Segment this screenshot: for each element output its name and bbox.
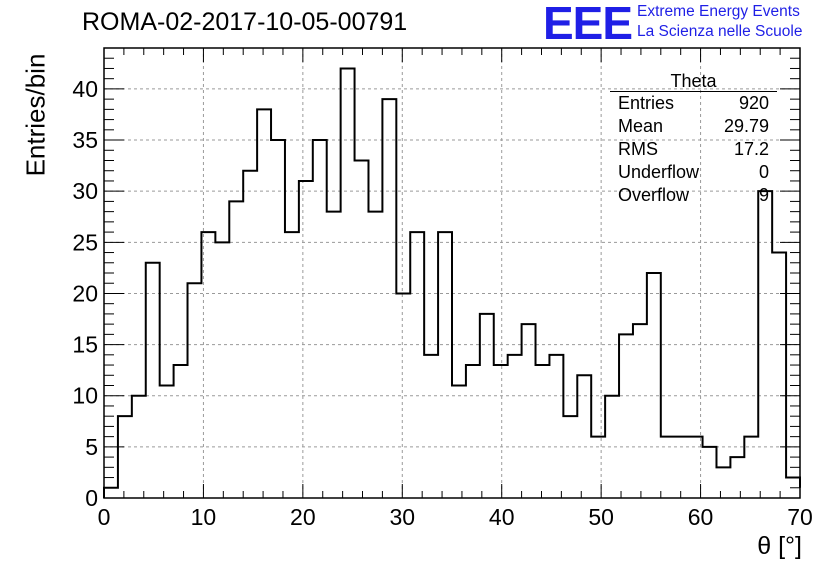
histogram-line [103,67,801,498]
x-tick-label: 50 [588,504,614,530]
stats-value: 29.79 [723,116,769,136]
y-tick-label: 10 [72,383,98,409]
stats-label: Entries [618,93,675,113]
histogram-bin [605,396,619,498]
x-tick-label: 70 [787,504,813,530]
histogram-bin [536,365,550,498]
tick-labels: 0 10 20 30 40 50 60 70 0 5 10 15 20 25 30 35 40 [72,76,812,530]
stats-row: RMS 17.2 [610,138,777,161]
stats-row: Overflow 9 [610,184,777,207]
stats-value: 920 [738,93,769,113]
histogram-bin [494,365,508,498]
logo-caption: Extreme Energy Events La Scienza nelle S… [637,2,802,42]
histogram-bin [424,355,438,498]
histogram-bin [285,232,299,498]
histogram-bin [299,181,313,498]
histogram-bin [438,232,452,498]
histogram-bin [703,447,717,498]
stats-label: Underflow [618,162,700,182]
stats-value: 0 [758,162,769,182]
stats-label: Mean [618,116,664,136]
y-tick-label: 15 [72,332,98,358]
y-tick-label: 40 [72,76,98,102]
histogram-bin [480,314,494,498]
histogram-bin [563,416,577,498]
histogram-bin [744,437,758,498]
stats-row: Entries 920 [610,92,777,115]
histogram-bin [215,242,229,498]
x-axis-label: θ [°] [757,532,802,560]
y-axis-label: Entries/bin [20,53,51,177]
y-tick-label: 5 [85,434,98,460]
eee-logo: EEE [543,0,633,49]
stats-row: Underflow 0 [610,161,777,184]
histogram-bin [410,232,424,498]
histogram-bin [327,212,341,498]
y-tick-label: 30 [72,178,98,204]
histogram-bin [243,171,257,498]
histogram-bin [132,396,146,498]
histogram-bin [716,467,730,498]
histogram-bin [675,437,689,498]
histogram-bin [355,161,369,499]
stats-row: Mean 29.79 [610,115,777,138]
histogram-bin [396,293,410,498]
histogram-bin [661,437,675,498]
x-tick-label: 0 [98,504,111,530]
histogram-bin [313,140,327,498]
histogram-bin [730,457,744,498]
histogram-bin [508,355,522,498]
x-tick-label: 20 [290,504,316,530]
histogram-bin [174,365,188,498]
histogram-bin [758,191,772,498]
histogram-bin [201,232,215,498]
histogram-bin [257,109,271,498]
histogram-bin [633,324,647,498]
histogram-bin [786,478,800,498]
x-tick-label: 60 [688,504,714,530]
histogram-bin [689,437,703,498]
histogram-bin [341,68,355,498]
logo-line-2: La Scienza nelle Scuole [637,23,803,40]
histogram-bin [619,334,633,498]
histogram-bin [772,253,786,498]
histogram-bin [271,140,285,498]
y-tick-label: 0 [85,485,98,511]
histogram-bin [591,437,605,498]
histogram-bin [104,488,118,498]
stats-box: Theta Entries 920 Mean 29.79 RMS 17.2 Under… [610,71,777,207]
histogram-bin [549,355,563,498]
histogram-bin [118,416,132,498]
histogram-bin [146,263,160,498]
stats-label: RMS [618,139,658,159]
histogram-bin [452,386,466,499]
logo-line-1: Extreme Energy Events [637,3,800,20]
stats-title: Theta [610,71,777,92]
plot-frame [103,47,801,499]
histogram-bin [522,324,536,498]
x-tick-label: 10 [191,504,217,530]
stats-label: Overflow [618,185,690,205]
y-tick-label: 20 [72,280,98,306]
stats-value: 9 [758,185,769,205]
histogram-bin [647,273,661,498]
histogram-bin [382,99,396,498]
y-tick-label: 35 [72,127,98,153]
histogram-bin [368,212,382,498]
histogram-bin [229,201,243,498]
plot-title: ROMA-02-2017-10-05-00791 [82,8,408,36]
x-tick-label: 30 [389,504,415,530]
histogram-bin [466,365,480,498]
histogram-bin [577,375,591,498]
histogram-bin [188,283,202,498]
y-tick-label: 25 [72,229,98,255]
histogram-bin [160,386,174,499]
x-tick-label: 40 [489,504,515,530]
stats-value: 17.2 [733,139,769,159]
